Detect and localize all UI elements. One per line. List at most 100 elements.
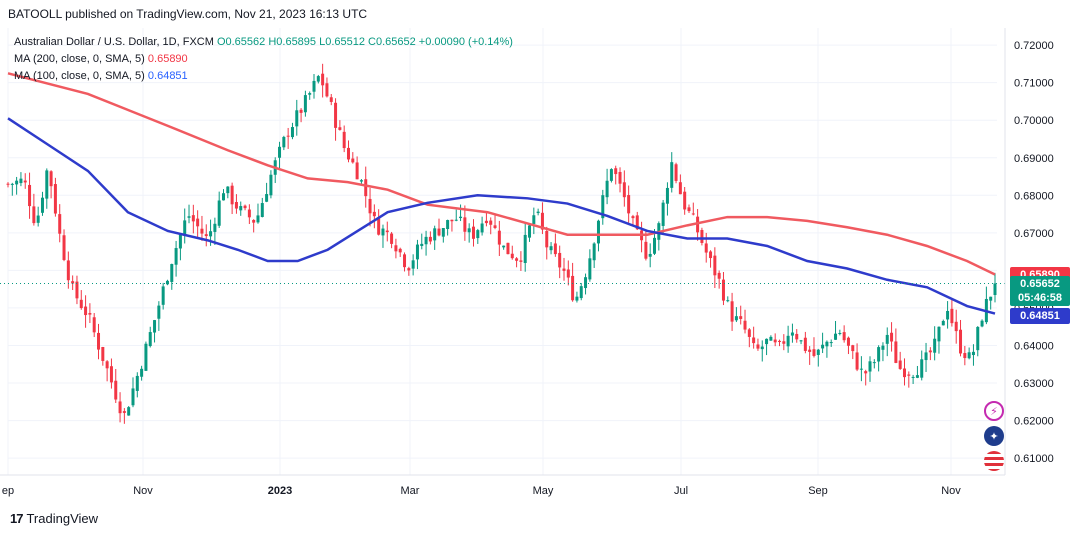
us-flag-icon[interactable] [984, 451, 1004, 471]
candle-body [329, 97, 333, 102]
candle-body [566, 269, 570, 278]
candle-body [62, 235, 66, 260]
candlesticks [6, 63, 997, 424]
candle-body [398, 248, 402, 253]
candle-body [49, 171, 53, 187]
candle-body [97, 332, 101, 350]
y-tick-label: 0.63000 [1014, 378, 1054, 390]
candle-body [713, 255, 717, 276]
candle-body [752, 337, 756, 344]
candle-body [769, 336, 773, 341]
chart-legend: Australian Dollar / U.S. Dollar, 1D, FXC… [14, 34, 513, 85]
candle-body [941, 320, 945, 326]
symbol-row[interactable]: Australian Dollar / U.S. Dollar, 1D, FXC… [14, 34, 513, 51]
candle-body [558, 252, 562, 268]
candle-body [170, 264, 174, 282]
candle-body [536, 211, 540, 214]
candle-body [803, 337, 807, 351]
candle-body [786, 335, 790, 347]
candle-body [161, 286, 165, 305]
candle-body [739, 316, 743, 319]
candle-body [937, 326, 941, 342]
last-price-label: 0.65652 05:46:58 [1010, 276, 1070, 307]
candle-body [239, 206, 243, 211]
ma100-label: MA (100, close, 0, SMA, 5) [14, 70, 145, 82]
candle-body [269, 174, 273, 196]
candle-body [609, 169, 613, 181]
candle-body [135, 375, 139, 391]
candle-body [10, 183, 14, 185]
candle-body [959, 329, 963, 354]
candle-body [299, 109, 303, 113]
candle-body [308, 93, 312, 95]
candle-body [842, 332, 846, 341]
lightning-icon[interactable]: ⚡ [984, 401, 1004, 421]
candle-body [92, 317, 96, 333]
candle-body [605, 180, 609, 198]
candle-body [484, 220, 488, 224]
candle-body [217, 200, 221, 226]
y-tick-label: 0.72000 [1014, 40, 1054, 52]
candle-body [993, 283, 997, 296]
candle-body [872, 362, 876, 364]
candle-body [368, 198, 372, 214]
candle-body [631, 216, 635, 219]
candle-body [467, 228, 471, 233]
candle-body [497, 230, 501, 245]
candle-body [394, 245, 398, 252]
candle-body [377, 217, 381, 235]
candle-body [644, 241, 648, 259]
y-tick-label: 0.64000 [1014, 340, 1054, 352]
candle-body [911, 376, 915, 378]
au-flag-icon[interactable]: ✦ [984, 426, 1004, 446]
candle-body [58, 214, 62, 234]
candle-body [596, 220, 600, 244]
candle-body [954, 321, 958, 332]
candle-body [334, 102, 338, 128]
candle-body [799, 340, 803, 342]
candle-body [795, 333, 799, 340]
candle-body [777, 340, 781, 342]
candle-body [346, 147, 350, 160]
candle-body [859, 368, 863, 370]
candle-body [618, 171, 622, 184]
candle-body [204, 234, 208, 237]
x-tick-label: Mar [401, 485, 420, 497]
candle-body [683, 191, 687, 210]
ma100-row[interactable]: MA (100, close, 0, SMA, 5) 0.64851 [14, 68, 513, 85]
candle-body [821, 344, 825, 349]
candle-body [756, 344, 760, 349]
candle-body [864, 371, 868, 374]
candle-body [131, 388, 135, 406]
candle-body [532, 215, 536, 224]
candle-body [282, 136, 286, 148]
candle-body [286, 135, 290, 137]
candle-body [855, 352, 859, 370]
candle-body [717, 272, 721, 279]
candle-body [36, 215, 40, 223]
candle-body [424, 236, 428, 245]
candle-body [390, 233, 394, 244]
candle-body [894, 341, 898, 363]
candle-body [971, 351, 975, 356]
candle-body [808, 349, 812, 352]
candle-body [252, 219, 256, 223]
ma200-row[interactable]: MA (200, close, 0, SMA, 5) 0.65890 [14, 51, 513, 68]
candle-body [200, 228, 204, 234]
candle-body [338, 127, 342, 130]
y-tick-label: 0.61000 [1014, 453, 1054, 465]
candle-body [351, 158, 355, 163]
ma100-price-label: 0.64851 [1010, 307, 1070, 324]
candle-body [174, 248, 178, 265]
candle-body [989, 296, 993, 301]
ma100-value: 0.64851 [147, 70, 188, 82]
candle-body [950, 308, 954, 324]
tradingview-logo-icon: 17 [10, 511, 24, 526]
ma200-label: MA (200, close, 0, SMA, 5) [14, 53, 145, 65]
candle-body [450, 219, 454, 222]
x-tick-label: Jul [674, 485, 688, 497]
candle-body [571, 275, 575, 301]
candle-body [441, 227, 445, 237]
footer-brand[interactable]: 17 TradingView [10, 511, 98, 526]
